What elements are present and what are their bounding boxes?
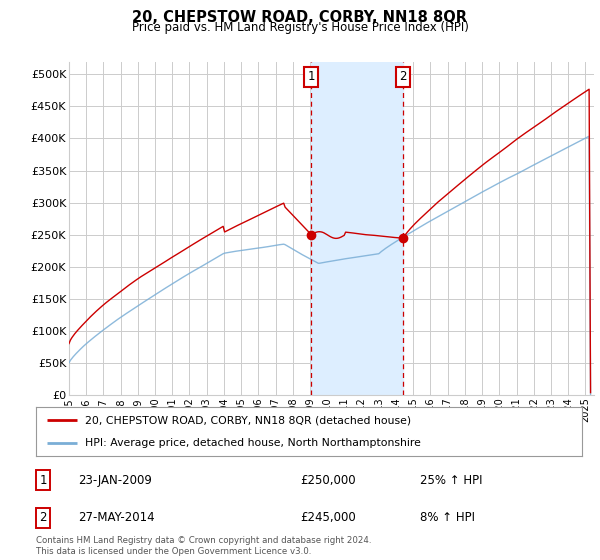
Text: 2: 2 xyxy=(400,70,407,83)
Text: 25% ↑ HPI: 25% ↑ HPI xyxy=(420,474,482,487)
Text: 8% ↑ HPI: 8% ↑ HPI xyxy=(420,511,475,524)
Text: 20, CHEPSTOW ROAD, CORBY, NN18 8QR (detached house): 20, CHEPSTOW ROAD, CORBY, NN18 8QR (deta… xyxy=(85,416,411,426)
Text: 20, CHEPSTOW ROAD, CORBY, NN18 8QR: 20, CHEPSTOW ROAD, CORBY, NN18 8QR xyxy=(133,10,467,25)
Text: 23-JAN-2009: 23-JAN-2009 xyxy=(78,474,152,487)
Text: Price paid vs. HM Land Registry's House Price Index (HPI): Price paid vs. HM Land Registry's House … xyxy=(131,21,469,34)
Text: £250,000: £250,000 xyxy=(300,474,356,487)
Text: 2: 2 xyxy=(40,511,47,524)
Text: 27-MAY-2014: 27-MAY-2014 xyxy=(78,511,155,524)
Text: HPI: Average price, detached house, North Northamptonshire: HPI: Average price, detached house, Nort… xyxy=(85,438,421,448)
Text: 1: 1 xyxy=(307,70,315,83)
Text: £245,000: £245,000 xyxy=(300,511,356,524)
Text: 1: 1 xyxy=(40,474,47,487)
Bar xyxy=(311,62,403,395)
Text: Contains HM Land Registry data © Crown copyright and database right 2024.
This d: Contains HM Land Registry data © Crown c… xyxy=(36,536,371,556)
